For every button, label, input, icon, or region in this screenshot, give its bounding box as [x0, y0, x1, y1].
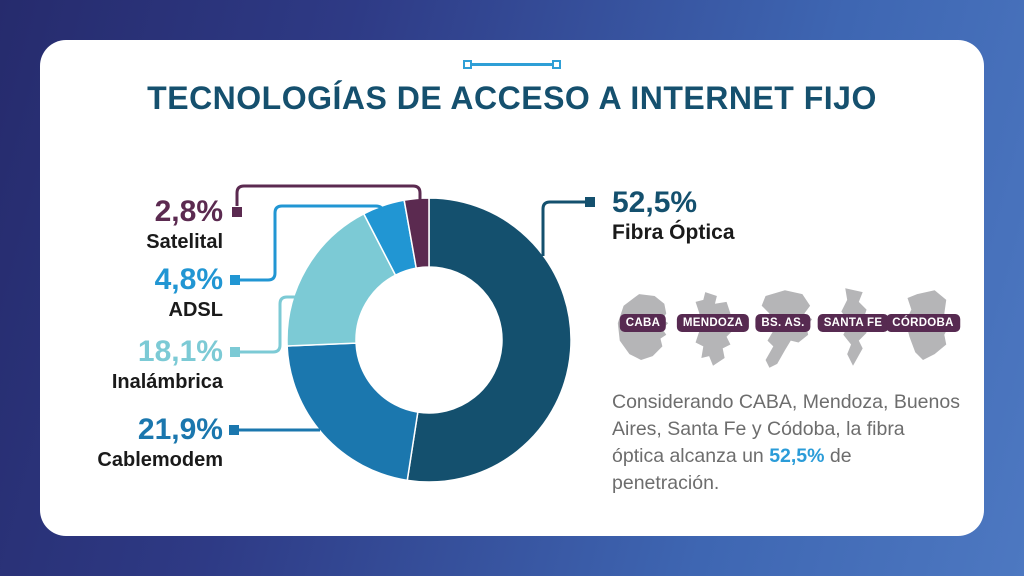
- value-inalambrica: 18,1%: [137, 335, 223, 368]
- value-adsl: 4,8%: [154, 263, 223, 296]
- infographic-card: TECNOLOGÍAS DE ACCESO A INTERNET FIJO 2,…: [40, 40, 984, 536]
- connector-inalambrica: [240, 295, 327, 354]
- badge-caba: CABA: [619, 313, 667, 332]
- page-title: TECNOLOGÍAS DE ACCESO A INTERNET FIJO: [147, 80, 877, 116]
- note-highlight: 52,5%: [769, 444, 825, 467]
- slice-inal-mbrica: [286, 212, 397, 347]
- name-inalambrica: Inalámbrica: [111, 371, 223, 393]
- value-cablemodem: 21,9%: [137, 413, 223, 446]
- province-mendoza: MENDOZA: [676, 285, 750, 369]
- connector-cablemodem-endpoint: [229, 425, 239, 435]
- divider-left-square-icon: [463, 59, 472, 69]
- slice-satelital: [403, 197, 430, 269]
- note-text-before: Considerando CABA, Mendoza, Buenos Aires…: [612, 391, 960, 467]
- donut-chart: [229, 184, 595, 483]
- name-satelital: Satelital: [146, 231, 223, 253]
- label-adsl: 4,8% ADSL: [40, 263, 223, 323]
- province-cordoba: CÓRDOBA: [886, 285, 960, 369]
- donut-slices: [286, 197, 572, 483]
- divider-line: [472, 62, 552, 66]
- label-fibra-optica: 52,5% Fibra Óptica: [612, 186, 735, 246]
- connector-inalambrica-endpoint-start: [230, 347, 240, 357]
- connector-fibra-endpoint: [585, 197, 595, 207]
- slice-fibra-ptica: [406, 197, 572, 483]
- province-silhouettes: CABA MENDOZA BS. AS. SANTA FE CÓRDOBA: [612, 285, 960, 369]
- name-cablemodem: Cablemodem: [97, 449, 223, 471]
- connector-adsl: [240, 204, 385, 282]
- slice-cablemodem: [286, 342, 419, 482]
- connector-satelital-endpoint: [232, 207, 242, 217]
- connector-adsl-endpoint: [230, 275, 240, 285]
- value-fibra-optica: 52,5%: [612, 186, 698, 219]
- badge-bsas: BS. AS.: [755, 313, 811, 332]
- divider-right-square-icon: [552, 59, 561, 69]
- badge-santafe: SANTA FE: [817, 313, 889, 332]
- badge-mendoza: MENDOZA: [676, 313, 750, 332]
- label-cablemodem: 21,9% Cablemodem: [40, 413, 223, 473]
- province-santafe: SANTA FE: [817, 285, 889, 369]
- note-text-after: de penetración.: [612, 444, 852, 494]
- name-adsl: ADSL: [168, 299, 223, 321]
- province-caba: CABA: [612, 285, 674, 369]
- badge-cordoba: CÓRDOBA: [886, 313, 960, 332]
- connector-satelital: [235, 184, 422, 206]
- province-bsas: BS. AS.: [752, 285, 814, 369]
- label-satelital: 2,8% Satelital: [40, 195, 223, 255]
- connector-fibra-optica: [541, 200, 585, 256]
- value-satelital: 2,8%: [154, 195, 223, 228]
- name-fibra-optica: Fibra Óptica: [612, 221, 735, 244]
- decorative-divider: [40, 59, 984, 69]
- connector-inalambrica-endpoint-end: [327, 292, 337, 302]
- label-inalambrica: 18,1% Inalámbrica: [40, 335, 223, 395]
- penetration-note: Considerando CABA, Mendoza, Buenos Aires…: [612, 389, 962, 497]
